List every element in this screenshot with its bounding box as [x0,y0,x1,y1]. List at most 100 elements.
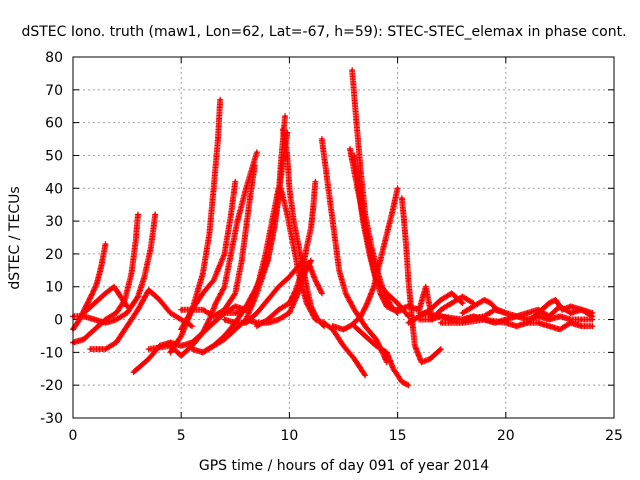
data-point [201,331,205,335]
y-tick-label: 50 [45,148,63,164]
x-tick-label: 10 [280,428,298,444]
data-point [428,308,432,312]
data-point [240,259,244,262]
data-series [437,316,596,333]
data-point [179,328,183,331]
data-point [547,318,551,321]
data-point [314,180,317,184]
data-series [459,296,509,316]
data-point [439,347,443,351]
data-point [244,321,248,325]
data-point [391,206,395,210]
data-point [255,324,259,328]
data-point [407,278,410,282]
data-point [229,213,233,216]
data-point [314,318,317,321]
data-point [314,278,317,282]
data-series [221,185,282,316]
data-series [80,283,131,316]
data-point [147,357,151,361]
data-point [417,308,421,312]
data-point [350,68,354,72]
data-points [70,67,596,389]
data-series [351,323,412,389]
data-point [244,186,248,190]
data-point [292,219,296,223]
data-point [337,268,341,272]
data-point [296,291,300,295]
data-point [288,301,291,305]
data-point [114,341,118,344]
data-series [398,195,444,366]
tick-labels: 0 5 10 15 20 25 -30 -20 -10 0 10 20 30 40 50 60 70 80 [40,50,623,444]
data-point [363,324,367,328]
data-point [404,245,408,249]
data-point [536,321,540,325]
data-point [391,308,395,312]
data-point [95,282,99,285]
y-tick-label: 40 [45,181,63,197]
data-point [251,298,255,302]
data-point [212,186,216,190]
y-tick-label: 70 [45,83,63,99]
data-point [352,324,356,328]
data-point [378,259,382,262]
data-series [318,136,390,366]
data-point [536,311,540,315]
data-point [190,347,194,351]
data-point [134,239,138,243]
data-point [461,321,464,325]
data-point [450,301,454,305]
data-point [285,154,289,157]
data-point [396,308,399,312]
data-point [413,344,417,348]
data-point [396,186,399,190]
data-point [385,232,389,236]
data-point [201,291,205,295]
data-point [149,245,153,249]
data-point [125,305,129,308]
data-point [461,301,464,305]
data-series [243,257,314,326]
data-point [329,203,332,207]
y-tick-label: 80 [45,50,63,66]
data-point [324,170,328,174]
data-point [402,219,406,223]
data-point [547,324,551,328]
data-point [233,321,237,325]
data-point [223,311,226,315]
data-point [591,311,594,315]
data-point [359,314,363,318]
data-point [374,344,378,348]
data-point [229,252,233,256]
data-point [461,295,464,298]
grid-lines [73,57,614,418]
chart-title: dSTEC Iono. truth (maw1, Lon=62, Lat=-67… [21,24,626,40]
x-tick-label: 20 [497,428,515,444]
data-point [281,127,285,131]
data-point [266,298,270,302]
data-point [357,186,360,190]
data-point [82,311,86,315]
data-point [233,291,237,295]
data-point [255,311,259,315]
data-point [309,226,313,230]
y-tick-label: 30 [45,214,63,230]
data-point [558,328,562,331]
data-point [439,321,443,325]
data-series [87,287,195,353]
data-point [591,324,594,328]
data-point [233,311,237,315]
data-point [560,308,564,312]
data-point [169,344,172,348]
data-point [400,196,404,200]
data-point [569,318,573,321]
data-point [495,308,499,312]
data-point [400,380,404,384]
data-point [342,344,345,348]
data-point [244,308,248,312]
data-point [554,298,557,302]
data-point [471,301,475,305]
y-tick-label: -30 [40,411,63,427]
